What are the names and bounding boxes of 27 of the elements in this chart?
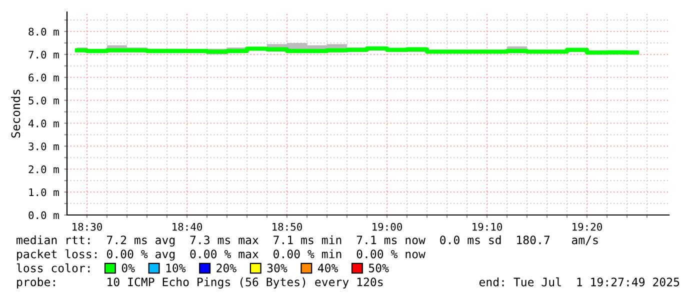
x-tick-label: 19:10: [472, 222, 502, 231]
y-tick-label: 5.0 m: [28, 96, 59, 104]
text: end: Tue Jul 1 19:27:49 2025: [479, 277, 680, 286]
y-tick-label: 1.0 m: [29, 188, 59, 196]
y-tick-label: 2.0 m: [28, 165, 59, 174]
y-tick-label: 0.0 m: [28, 211, 59, 220]
legend-label: 40%: [318, 264, 338, 272]
y-tick-label: 6.0 m: [28, 74, 59, 82]
legend-label: 50%: [368, 264, 389, 272]
legend-label: 20%: [216, 264, 236, 272]
x-tick-label: 19:20: [572, 222, 602, 231]
x-tick-label: 18:50: [272, 222, 302, 231]
y-tick-label: 7.0 m: [28, 50, 59, 59]
x-tick-label: 18:30: [72, 222, 102, 231]
y-tick-label: 4.0 m: [28, 120, 59, 128]
text: probe: 10 ICMP Echo Pings (56 Bytes) every 120s: [17, 277, 383, 289]
legend-label: 10%: [166, 264, 186, 272]
x-tick-label: 19:00: [372, 222, 402, 231]
y-tick-label: 8.0 m: [28, 28, 59, 36]
legend-label: 0%: [122, 264, 135, 272]
legend-title: loss color:: [16, 263, 90, 272]
text: median rtt: 7.2 ms avg 7.3 ms max 7.1 ms min 7.1 ms now 0.0 ms sd 180.7 am/s: [16, 235, 598, 247]
legend-label: 30%: [267, 264, 288, 272]
text: packet loss: 0.00 % avg 0.00 % max 0.00 % min 0.00 % now: [17, 249, 426, 261]
y-axis-title: Seconds: [11, 90, 20, 138]
x-tick-label: 18:40: [172, 222, 202, 231]
y-tick-label: 3.0 m: [28, 142, 59, 150]
